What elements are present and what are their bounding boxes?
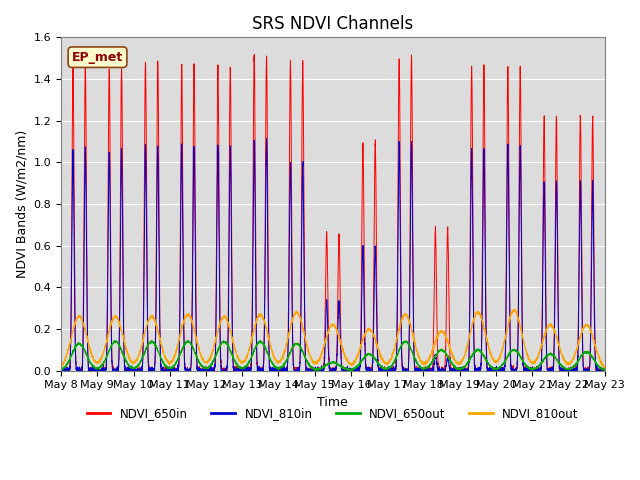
Y-axis label: NDVI Bands (W/m2/nm): NDVI Bands (W/m2/nm) (15, 130, 28, 278)
NDVI_810out (454, 360, 462, 366)
X-axis label: Time: Time (317, 396, 348, 409)
NDVI_650out (455, 366, 463, 372)
NDVI_810in (425, 366, 433, 372)
NDVI_650in (57, 368, 65, 373)
NDVI_810out (424, 358, 432, 363)
NDVI_810in (57, 368, 65, 373)
NDVI_810out (601, 365, 609, 371)
NDVI_650in (601, 368, 609, 373)
NDVI_810out (155, 332, 163, 337)
Title: SRS NDVI Channels: SRS NDVI Channels (252, 15, 413, 33)
NDVI_810in (455, 368, 463, 373)
NDVI_810in (262, 135, 270, 141)
NDVI_650out (600, 367, 608, 372)
NDVI_650out (57, 366, 65, 372)
NDVI_810in (313, 368, 321, 373)
NDVI_650out (425, 364, 433, 370)
Legend: NDVI_650in, NDVI_810in, NDVI_650out, NDVI_810out: NDVI_650in, NDVI_810in, NDVI_650out, NDV… (82, 402, 584, 425)
NDVI_650in (455, 366, 463, 372)
NDVI_650in (250, 52, 258, 58)
NDVI_810out (486, 347, 493, 353)
NDVI_650out (313, 367, 321, 373)
NDVI_810in (601, 368, 609, 373)
Line: NDVI_650in: NDVI_650in (61, 55, 605, 371)
NDVI_650in (425, 368, 433, 373)
NDVI_650out (486, 362, 493, 368)
NDVI_810out (601, 365, 609, 371)
NDVI_650out (601, 367, 609, 372)
NDVI_650in (313, 366, 321, 372)
NDVI_650in (486, 368, 493, 373)
Line: NDVI_650out: NDVI_650out (61, 341, 605, 371)
NDVI_650in (58, 368, 65, 373)
NDVI_810out (600, 364, 608, 370)
NDVI_650out (155, 350, 163, 356)
NDVI_650in (155, 171, 163, 177)
NDVI_810in (600, 368, 608, 373)
NDVI_810out (312, 360, 320, 365)
NDVI_810out (511, 306, 518, 312)
NDVI_650out (111, 338, 118, 344)
NDVI_650out (346, 368, 354, 373)
NDVI_810in (486, 368, 493, 373)
Line: NDVI_810out: NDVI_810out (61, 309, 605, 368)
NDVI_650in (600, 366, 608, 372)
Line: NDVI_810in: NDVI_810in (61, 138, 605, 371)
NDVI_810out (57, 364, 65, 370)
NDVI_810in (155, 212, 163, 217)
Text: EP_met: EP_met (72, 51, 123, 64)
